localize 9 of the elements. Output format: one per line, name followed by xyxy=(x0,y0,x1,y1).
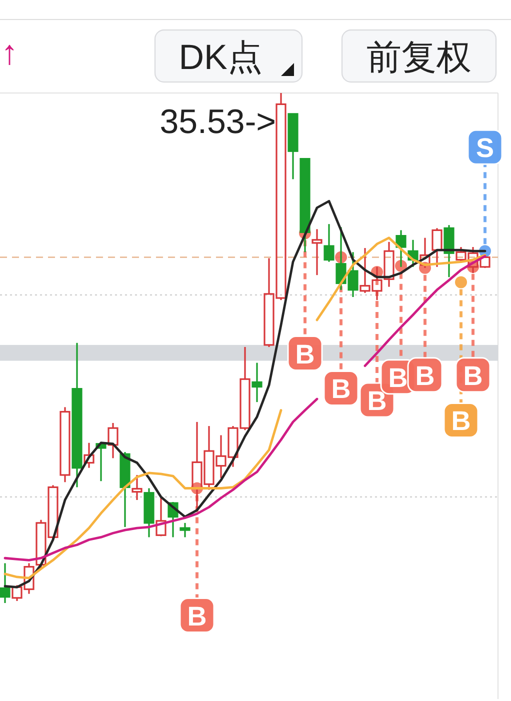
peak-note: 35.53-> xyxy=(160,103,276,141)
annotation: S xyxy=(476,133,494,164)
header-text: ↑ xyxy=(1,34,18,72)
annotation: B xyxy=(415,360,435,391)
annotation: B xyxy=(187,601,207,632)
annotation: B xyxy=(331,374,351,404)
annotation: B xyxy=(451,406,471,436)
annotation: B xyxy=(463,360,483,391)
annotation: B xyxy=(295,339,315,370)
